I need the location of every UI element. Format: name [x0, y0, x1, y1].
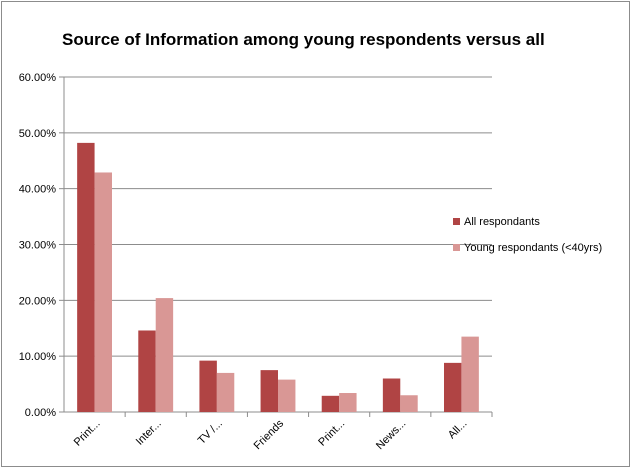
bar [260, 370, 278, 412]
bar [444, 362, 462, 412]
legend: All respondants Young respondants (<40yrs… [453, 216, 602, 254]
bar [382, 378, 401, 412]
chart-title: Source of Information among young respon… [62, 30, 545, 49]
gridlines [64, 76, 492, 357]
x-tick-label: Print... [72, 418, 103, 449]
bar [199, 360, 217, 412]
y-tick-label: 0.00% [25, 407, 56, 419]
x-tick-label: Friends [252, 417, 287, 452]
x-axis-labels: Print... Inter... TV /... Friends Print... Ne… [72, 417, 470, 452]
bar [155, 298, 174, 412]
bar [339, 393, 357, 412]
bar [461, 336, 479, 412]
bar [321, 395, 340, 412]
x-tick-label: Inter... [134, 418, 164, 448]
bar [94, 172, 112, 412]
y-tick-label: 40.00% [19, 184, 57, 196]
bar [77, 142, 95, 412]
bar [216, 372, 235, 412]
bar [278, 379, 296, 412]
x-tick-label: All... [446, 418, 470, 442]
y-tick-label: 60.00% [19, 72, 57, 84]
bar [400, 395, 418, 412]
y-tick-label: 10.00% [19, 351, 57, 363]
x-tick-label: Print... [316, 418, 347, 449]
y-tick-label: 30.00% [19, 240, 57, 252]
legend-swatch [453, 218, 460, 225]
legend-swatch [453, 244, 460, 251]
bar [138, 330, 156, 412]
legend-label: Young respondants (<40yrs) [464, 242, 602, 254]
x-tick-label: TV /... [196, 418, 225, 447]
legend-label: All respondants [464, 216, 540, 228]
x-tick-label: News... [374, 418, 408, 452]
bars [77, 142, 479, 412]
y-tick-label: 20.00% [19, 295, 57, 307]
y-tick-label: 50.00% [19, 128, 57, 140]
